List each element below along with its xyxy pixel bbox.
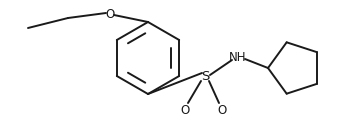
Text: O: O bbox=[105, 8, 115, 20]
Text: O: O bbox=[217, 104, 227, 116]
Text: S: S bbox=[201, 70, 209, 83]
Text: NH: NH bbox=[229, 50, 247, 64]
Text: O: O bbox=[180, 104, 190, 116]
